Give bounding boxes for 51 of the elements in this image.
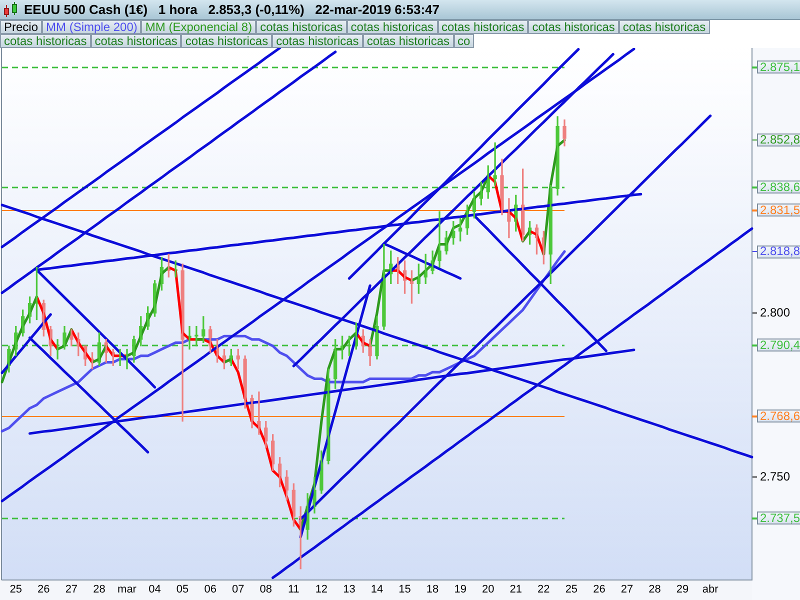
x-tick-label: 19 bbox=[454, 584, 466, 596]
x-tick-label: 28 bbox=[93, 584, 106, 596]
text: cotas historicas bbox=[528, 20, 619, 34]
x-tick-label: 15 bbox=[398, 584, 411, 596]
ref-line-label: 2.875,1 bbox=[760, 60, 800, 74]
ref-line-label: 2.838,6 bbox=[760, 180, 800, 194]
x-tick-label: 22 bbox=[538, 584, 550, 596]
x-tick-label: 29 bbox=[676, 584, 689, 596]
x-tick-label: 20 bbox=[482, 584, 494, 596]
annotation: cotas historicas bbox=[181, 34, 272, 48]
x-tick-label: 11 bbox=[288, 584, 300, 596]
y-tick-label: 2.800 bbox=[760, 305, 790, 320]
ref-line-label: 2.737,5 bbox=[760, 510, 800, 525]
x-tick-label: 06 bbox=[204, 584, 216, 596]
text: MM (Simple 200) bbox=[42, 20, 142, 34]
x-tick-label: 04 bbox=[148, 584, 161, 596]
x-tick-label: 05 bbox=[176, 584, 189, 596]
annotation: cotas historicas bbox=[362, 34, 454, 48]
x-tick-label: 21 bbox=[510, 584, 522, 596]
x-tick-label: 08 bbox=[260, 584, 272, 596]
x-tick-label: 25 bbox=[10, 584, 22, 596]
text: cotas historicas bbox=[438, 20, 528, 34]
y-tick-label: 2.852,8 bbox=[760, 132, 800, 146]
y-tick-label: 2.818,8 bbox=[760, 244, 800, 258]
x-tick-label: 26 bbox=[38, 584, 50, 596]
x-tick-label: 18 bbox=[426, 584, 439, 596]
text: cotas historicas bbox=[256, 20, 347, 34]
x-tick-label: 26 bbox=[593, 584, 606, 596]
x-tick-label: 07 bbox=[232, 584, 244, 596]
ref-line-label: 2.831,5 bbox=[760, 202, 800, 217]
annotation: cotas historicas bbox=[90, 34, 182, 48]
text: MM (Exponencial 8) bbox=[141, 20, 256, 34]
x-tick-label: 25 bbox=[565, 584, 578, 596]
x-tick-label: abr bbox=[702, 584, 719, 596]
x-tick-label: 27 bbox=[65, 584, 78, 596]
text: cotas historicas bbox=[618, 20, 710, 34]
text: cotas historicas bbox=[346, 20, 438, 34]
ref-line-label: 2.790,4 bbox=[760, 338, 800, 352]
y-tick-label: 2.750 bbox=[760, 469, 790, 484]
annotation: cotas historicas bbox=[0, 34, 91, 48]
x-tick-label: 14 bbox=[370, 584, 384, 596]
ref-line-label: 2.768,6 bbox=[760, 408, 800, 423]
annotation: cotas historicas bbox=[272, 34, 363, 48]
annotation: co bbox=[454, 34, 474, 48]
text: Precio bbox=[0, 20, 42, 34]
chart-title: EEUU 500 Cash (1€) 1 hora 2.853,3 (-0,11%) 22-mar-2019 6:53:47 bbox=[24, 2, 440, 17]
x-tick-label: 12 bbox=[315, 584, 328, 596]
x-tick-label: 28 bbox=[648, 584, 661, 596]
x-tick-label: 13 bbox=[343, 584, 356, 596]
x-tick-label: 27 bbox=[620, 584, 634, 596]
x-tick-label: mar bbox=[118, 584, 137, 596]
